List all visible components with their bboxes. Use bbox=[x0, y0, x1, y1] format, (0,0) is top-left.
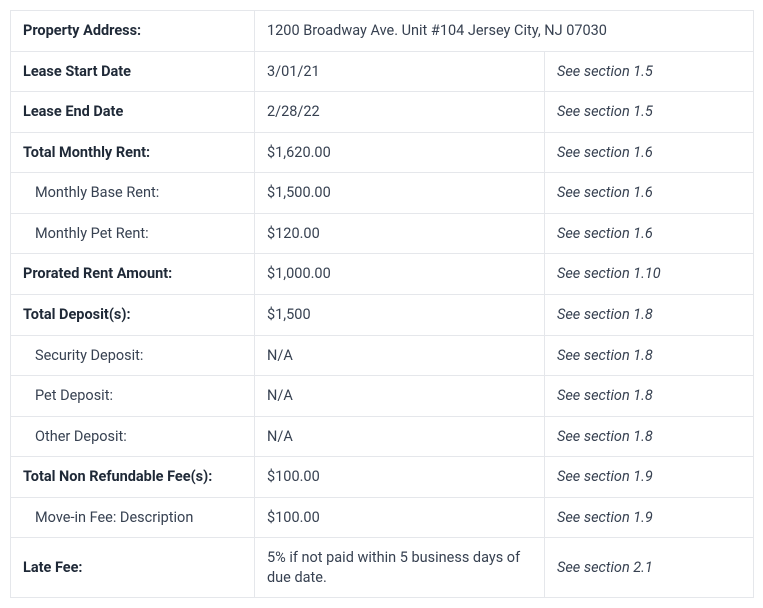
table-row: Security Deposit:N/ASee section 1.8 bbox=[11, 335, 754, 376]
table-row: Monthly Base Rent:$1,500.00See section 1… bbox=[11, 173, 754, 214]
row-label: Move-in Fee: Description bbox=[11, 497, 255, 538]
row-value: 1200 Broadway Ave. Unit #104 Jersey City… bbox=[255, 11, 754, 52]
table-row: Lease Start Date3/01/21See section 1.5 bbox=[11, 51, 754, 92]
table-row: Total Monthly Rent:$1,620.00See section … bbox=[11, 132, 754, 173]
row-reference: See section 1.9 bbox=[545, 457, 754, 498]
row-value: $1,500 bbox=[255, 294, 545, 335]
row-label: Security Deposit: bbox=[11, 335, 255, 376]
table-row: Lease End Date2/28/22See section 1.5 bbox=[11, 92, 754, 133]
row-label: Pet Deposit: bbox=[11, 376, 255, 417]
row-value: 3/01/21 bbox=[255, 51, 545, 92]
row-value: 5% if not paid within 5 business days of… bbox=[255, 538, 545, 598]
table-row: Other Deposit:N/ASee section 1.8 bbox=[11, 416, 754, 457]
table-row: Total Deposit(s):$1,500See section 1.8 bbox=[11, 294, 754, 335]
table-row: Prorated Rent Amount:$1,000.00See sectio… bbox=[11, 254, 754, 295]
row-reference: See section 2.1 bbox=[545, 538, 754, 598]
row-value: 2/28/22 bbox=[255, 92, 545, 133]
table-row: Pet Deposit:N/ASee section 1.8 bbox=[11, 376, 754, 417]
row-value: N/A bbox=[255, 416, 545, 457]
row-reference: See section 1.8 bbox=[545, 294, 754, 335]
row-value: $1,620.00 bbox=[255, 132, 545, 173]
row-reference: See section 1.8 bbox=[545, 335, 754, 376]
row-value: N/A bbox=[255, 335, 545, 376]
row-value: N/A bbox=[255, 376, 545, 417]
row-label: Property Address: bbox=[11, 11, 255, 52]
table-row: Late Fee:5% if not paid within 5 busines… bbox=[11, 538, 754, 598]
row-value: $100.00 bbox=[255, 497, 545, 538]
row-label: Total Deposit(s): bbox=[11, 294, 255, 335]
row-label: Lease Start Date bbox=[11, 51, 255, 92]
row-value: $1,000.00 bbox=[255, 254, 545, 295]
table-row: Property Address:1200 Broadway Ave. Unit… bbox=[11, 11, 754, 52]
row-value: $1,500.00 bbox=[255, 173, 545, 214]
table-row: Move-in Fee: Description$100.00See secti… bbox=[11, 497, 754, 538]
table-row: Monthly Pet Rent:$120.00See section 1.6 bbox=[11, 213, 754, 254]
row-reference: See section 1.5 bbox=[545, 92, 754, 133]
row-label: Monthly Base Rent: bbox=[11, 173, 255, 214]
row-label: Late Fee: bbox=[11, 538, 255, 598]
row-value: $100.00 bbox=[255, 457, 545, 498]
row-reference: See section 1.6 bbox=[545, 213, 754, 254]
row-label: Prorated Rent Amount: bbox=[11, 254, 255, 295]
row-value: $120.00 bbox=[255, 213, 545, 254]
row-reference: See section 1.6 bbox=[545, 132, 754, 173]
row-reference: See section 1.8 bbox=[545, 416, 754, 457]
row-label: Other Deposit: bbox=[11, 416, 255, 457]
row-reference: See section 1.5 bbox=[545, 51, 754, 92]
row-reference: See section 1.10 bbox=[545, 254, 754, 295]
lease-summary-table: Property Address:1200 Broadway Ave. Unit… bbox=[10, 10, 754, 598]
row-label: Total Non Refundable Fee(s): bbox=[11, 457, 255, 498]
row-label: Monthly Pet Rent: bbox=[11, 213, 255, 254]
row-reference: See section 1.9 bbox=[545, 497, 754, 538]
row-label: Lease End Date bbox=[11, 92, 255, 133]
row-label: Total Monthly Rent: bbox=[11, 132, 255, 173]
row-reference: See section 1.8 bbox=[545, 376, 754, 417]
row-reference: See section 1.6 bbox=[545, 173, 754, 214]
table-row: Total Non Refundable Fee(s):$100.00See s… bbox=[11, 457, 754, 498]
